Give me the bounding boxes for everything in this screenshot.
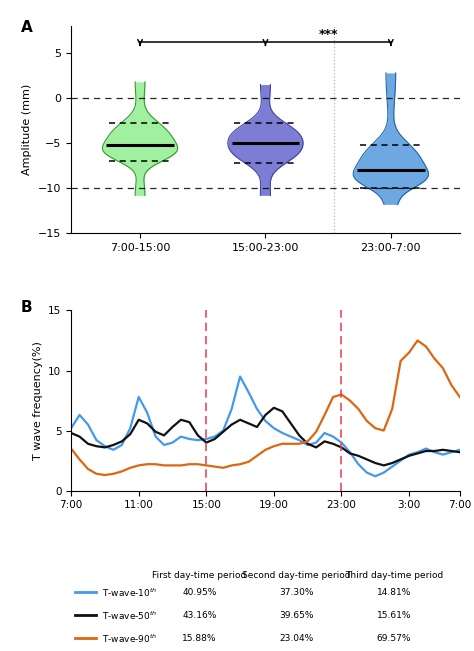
Text: 37.30%: 37.30% <box>279 588 314 597</box>
Y-axis label: Amplitude (mm): Amplitude (mm) <box>22 84 32 175</box>
Text: 69.57%: 69.57% <box>376 634 411 643</box>
Text: ***: *** <box>319 28 338 41</box>
Text: B: B <box>20 299 32 314</box>
Text: 40.95%: 40.95% <box>182 588 217 597</box>
Text: 23.04%: 23.04% <box>279 634 314 643</box>
Y-axis label: T wave frequency(%): T wave frequency(%) <box>33 341 43 460</box>
Text: 39.65%: 39.65% <box>279 611 314 620</box>
Text: First day-time period: First day-time period <box>152 571 246 580</box>
Text: T-wave-90$^{th}$: T-wave-90$^{th}$ <box>102 632 158 644</box>
Text: 14.81%: 14.81% <box>376 588 411 597</box>
Text: 15.61%: 15.61% <box>376 611 411 620</box>
Text: T-wave-10$^{th}$: T-wave-10$^{th}$ <box>102 587 158 599</box>
Text: 43.16%: 43.16% <box>182 611 217 620</box>
Text: 15.88%: 15.88% <box>182 634 217 643</box>
Text: T-wave-50$^{th}$: T-wave-50$^{th}$ <box>102 609 158 622</box>
Text: Second day-time period: Second day-time period <box>242 571 351 580</box>
Text: A: A <box>20 20 32 35</box>
Text: Third day-time period: Third day-time period <box>345 571 443 580</box>
